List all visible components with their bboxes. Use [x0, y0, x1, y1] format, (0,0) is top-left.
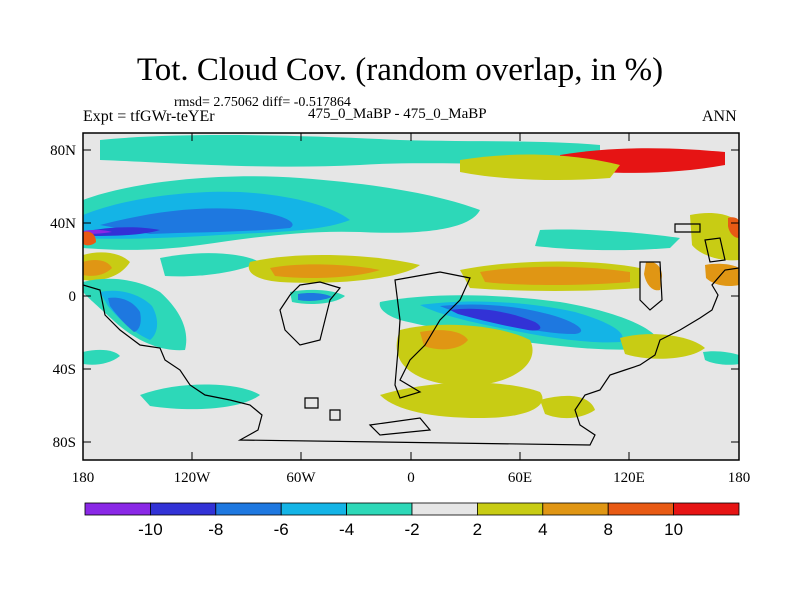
x-tick-label: 60W: [286, 470, 316, 486]
field-olive-north: [460, 154, 620, 180]
field-cyan-east-edge: [703, 351, 739, 365]
field-orange-eq-east: [480, 266, 630, 285]
experiment-label: Expt = tfGWr-teYEr: [83, 108, 215, 125]
colorbar-swatch: [280, 502, 348, 516]
colorbar-swatch: [215, 502, 282, 516]
x-tick-label: 180: [728, 470, 751, 486]
colorbar-swatch: [411, 502, 478, 516]
y-tick-label: 80N: [50, 143, 76, 159]
colorbar-swatch: [542, 502, 609, 516]
field-orange-west-edge: [83, 260, 112, 276]
tick-marks: [83, 133, 739, 460]
coastline-antarctic-piece: [368, 417, 432, 436]
colorbar-swatch: [84, 502, 151, 516]
chart-title: Tot. Cloud Cov. (random overlap, in %): [136, 52, 664, 88]
field-navy-npac: [83, 227, 160, 236]
x-tick-label: 60E: [508, 470, 532, 486]
coastline-south-america: [279, 281, 342, 346]
coastline-island-ne: [674, 223, 701, 233]
field-orange-south-1: [420, 330, 468, 350]
colorbar-swatch: [476, 502, 544, 516]
field-olive-east-edge: [690, 213, 739, 261]
x-tick-label: 180: [72, 470, 95, 486]
field-orange-eq-west: [270, 264, 380, 278]
colorbar-label: -10: [138, 520, 163, 539]
x-tick-label: 120E: [613, 470, 645, 486]
field-navy-sio: [450, 308, 541, 331]
field-red-east-edge: [728, 217, 739, 238]
colorbar-label: -2: [404, 520, 419, 539]
field-red-west-edge: [83, 231, 96, 246]
coastline-africa: [394, 271, 471, 399]
field-cyan-atlantic: [535, 229, 680, 251]
field-cyan-small-npac: [160, 253, 260, 277]
coastline-indo: [639, 261, 663, 311]
y-tick-label: 0: [69, 289, 77, 305]
y-tick-label: 80S: [53, 435, 76, 451]
y-tick-label: 40S: [53, 362, 76, 378]
colorbar: -10 -8 -6 -4 -2 2 4 8 10: [84, 502, 740, 539]
colorbar-label: 10: [664, 520, 683, 539]
colorbar-swatch: [346, 502, 413, 516]
coastline-main: [83, 267, 739, 446]
coastlines: [83, 223, 739, 446]
field-olive-s-ind-east: [620, 334, 705, 359]
colorbar-label: 8: [603, 520, 612, 539]
colorbar-swatch: [607, 502, 675, 516]
field-orange-patch-e: [644, 261, 662, 291]
colorbar-swatch: [673, 502, 740, 516]
case-label: 475_0_MaBP - 475_0_MaBP: [308, 106, 487, 122]
colorbar-label: 4: [538, 520, 547, 539]
field-blue-se-pac: [108, 297, 141, 332]
season-label: ANN: [702, 108, 737, 125]
colorbar-label: -6: [274, 520, 289, 539]
field-cyan-sw-pac: [83, 349, 120, 365]
rmsd-diff-stats: rmsd= 2.75062 diff= -0.517864: [174, 95, 351, 110]
colorbar-label: -4: [339, 520, 354, 539]
y-tick-label: 40N: [50, 216, 76, 232]
field-blue-sa-north: [298, 293, 332, 301]
coastline-east-asia: [704, 237, 726, 263]
colorbar-label: 2: [473, 520, 482, 539]
coastline-island-s2: [329, 409, 341, 421]
field-olive-south-2: [380, 382, 543, 418]
colorbar-swatch: [149, 502, 217, 516]
coastline-island-s1: [304, 397, 319, 409]
field-cyan-s-pac-low: [140, 384, 260, 410]
x-tick-label: 0: [407, 470, 415, 486]
colorbar-label: -8: [208, 520, 223, 539]
x-tick-label: 120W: [174, 470, 212, 486]
field-blue-npac: [100, 208, 293, 234]
contour-map: [83, 133, 739, 460]
